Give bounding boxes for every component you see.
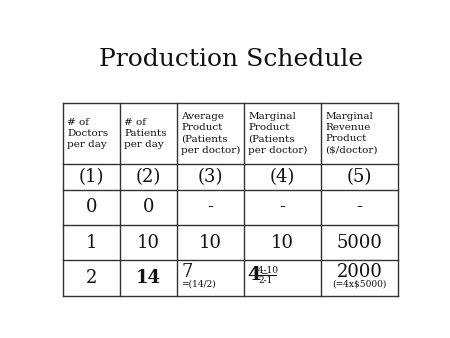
Text: 0: 0 — [143, 198, 154, 216]
Text: 2-1: 2-1 — [259, 276, 273, 285]
Text: 7: 7 — [181, 263, 193, 281]
Text: 10: 10 — [271, 234, 294, 252]
Text: Marginal
Product
(Patients
per doctor): Marginal Product (Patients per doctor) — [248, 112, 308, 154]
Text: -: - — [279, 198, 285, 216]
Text: 10: 10 — [137, 234, 160, 252]
Text: (4): (4) — [270, 168, 295, 186]
Text: 10: 10 — [199, 234, 222, 252]
Text: # of
Patients
per day: # of Patients per day — [124, 118, 167, 149]
Text: -: - — [207, 198, 214, 216]
Text: 5000: 5000 — [337, 234, 382, 252]
Text: (5): (5) — [347, 168, 372, 186]
Text: Average
Product
(Patients
per doctor): Average Product (Patients per doctor) — [181, 112, 241, 154]
Text: Marginal
Revenue
Product
($/doctor): Marginal Revenue Product ($/doctor) — [325, 112, 378, 154]
Text: 0: 0 — [86, 198, 98, 216]
Text: # of
Doctors
per day: # of Doctors per day — [68, 118, 108, 149]
Text: 4: 4 — [247, 266, 260, 284]
Text: (3): (3) — [198, 168, 223, 186]
Text: =(14/2): =(14/2) — [181, 279, 216, 288]
Text: (=4x$5000): (=4x$5000) — [333, 279, 387, 288]
Text: 14: 14 — [136, 269, 161, 287]
Text: (1): (1) — [79, 168, 104, 186]
Text: Production Schedule: Production Schedule — [99, 48, 363, 71]
Text: (2): (2) — [136, 168, 161, 186]
Text: 2: 2 — [86, 269, 97, 287]
Text: 2000: 2000 — [337, 263, 382, 281]
Text: 14-10: 14-10 — [253, 266, 279, 275]
Text: =: = — [260, 271, 268, 280]
Text: -: - — [356, 198, 363, 216]
Text: 1: 1 — [86, 234, 98, 252]
